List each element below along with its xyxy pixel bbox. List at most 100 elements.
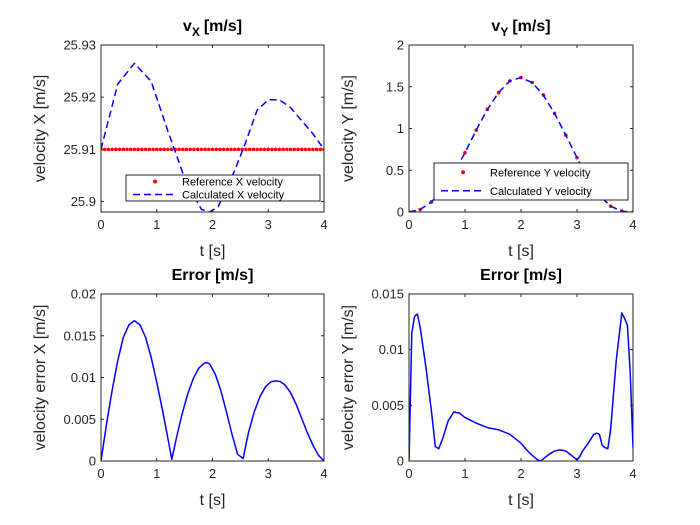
reference-point [102,147,107,152]
x-tick-label: 4 [320,217,327,232]
x-tick-label: 1 [153,217,160,232]
reference-point [125,147,129,152]
x-tick-label: 0 [405,466,412,481]
reference-point [117,147,122,152]
reference-point [121,147,126,152]
reference-point [128,147,133,152]
reference-point [169,147,174,152]
y-tick-label: 25.91 [63,142,96,157]
reference-point [188,147,192,152]
y-tick-label: 0.005 [371,398,404,413]
title-main: v [183,18,192,35]
reference-point [244,147,248,152]
x-tick-label: 2 [517,217,524,232]
error-line [101,319,324,461]
y-tick-label: 1 [397,121,404,136]
reference-point [285,147,289,152]
calculated-line [101,62,324,212]
reference-point [292,147,297,152]
title-unit: [m/s] [204,18,242,35]
reference-point [136,147,140,152]
x-tick-label: 2 [209,217,216,232]
y-tick-label: 0.015 [371,287,404,302]
x-tick-label: 3 [573,466,580,481]
x-axis-label: t [s] [200,243,226,260]
x-tick-label: 0 [97,217,104,232]
reference-point [307,147,311,152]
y-tick-label: 0 [397,454,404,469]
y-axis-label: velocity Y [m/s] [340,75,357,182]
reference-point [273,147,278,152]
reference-point [311,147,315,152]
y-tick-label: 25.92 [63,90,96,105]
reference-point [147,147,152,152]
reference-point [277,147,282,152]
x-tick-label: 3 [573,217,580,232]
reference-point [259,147,263,152]
title-unit: [m/s] [512,18,550,35]
y-tick-label: 2 [397,38,404,53]
y-tick-label: 0.015 [63,328,96,343]
title-subscript: Y [500,25,508,39]
series-group [101,319,324,461]
legend-box [125,174,321,202]
legend-marker-dot [461,170,465,175]
series-group [409,312,633,461]
reference-point [166,147,170,152]
reference-point [318,147,323,152]
legend-entry: Reference Y velocity [490,167,591,179]
x-tick-label: 2 [209,466,216,481]
y-tick-label: 0 [397,205,404,220]
reference-point [322,147,324,152]
y-tick-label: 1.5 [386,79,404,94]
chart-title: Error [m/s] [480,267,562,284]
reference-point [262,147,267,152]
reference-point [106,147,111,152]
legend: Reference Y velocity Calculated Y velocit… [433,162,629,201]
reference-point [177,147,181,152]
y-axis-label: velocity error Y [m/s] [340,305,357,450]
reference-point [247,147,252,152]
reference-point [184,147,189,152]
reference-point [270,147,274,152]
reference-point [296,147,300,152]
chart-panel-3: 0 1 2 3 4 0 0.005 0.01 0.015 0.02 t [s] velocity er… [32,267,328,509]
reference-point [229,147,233,152]
x-tick-label: 1 [153,466,160,481]
reference-point [132,147,137,152]
reference-point [206,147,211,152]
x-tick-label: 4 [629,217,636,232]
reference-point [281,147,285,152]
reference-point [214,147,219,152]
reference-point [114,147,118,152]
reference-point [218,147,222,152]
x-axis-label: t [s] [508,243,534,260]
chart-panel-4: 0 1 2 3 4 0 0.005 0.01 0.015 t [s] velocity error … [340,267,637,509]
reference-point [251,147,256,152]
y-tick-label: 0.5 [386,163,404,178]
plot-area [100,293,325,462]
reference-point [299,147,304,152]
chart-panel-2: 0 1 2 3 4 0 0.5 1 1.5 2 t [s] velocity Y [m/s] vY [m/… [340,18,637,260]
y-axis-label: velocity error X [m/s] [32,305,49,451]
reference-point [154,147,159,152]
y-tick-label: 0.01 [71,370,96,385]
y-tick-label: 25.9 [71,194,96,209]
legend-entry: Reference X velocity [182,177,283,189]
reference-point [221,147,226,152]
x-axis-label: t [s] [508,492,534,509]
error-line [409,312,633,461]
reference-point [314,147,319,152]
reference-point [151,147,155,152]
reference-point [225,147,230,152]
reference-point [180,147,185,152]
y-tick-label: 0.02 [71,287,96,302]
reference-point [303,147,308,152]
reference-point [236,147,241,152]
reference-point [255,147,259,152]
reference-point [162,147,166,152]
x-tick-label: 3 [265,466,272,481]
legend-entry: Calculated Y velocity [490,186,592,198]
